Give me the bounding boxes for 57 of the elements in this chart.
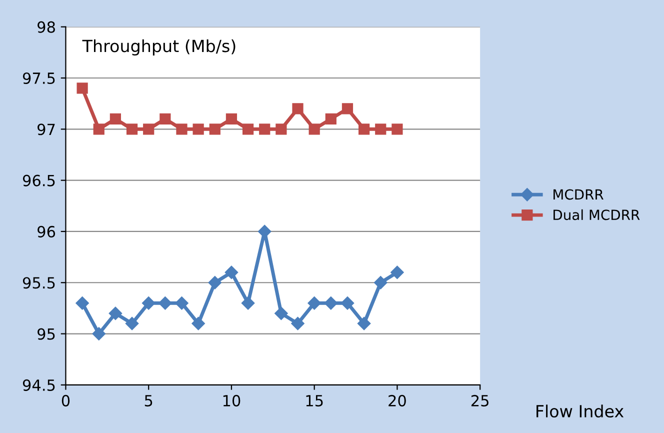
point: [308, 296, 321, 310]
point: [209, 124, 220, 135]
point: [259, 124, 270, 135]
point: [375, 124, 386, 135]
point: [242, 124, 254, 135]
point: [226, 113, 238, 124]
y-tick-label: 95: [38, 328, 55, 340]
x-tick-label: 5: [144, 395, 152, 406]
point: [276, 124, 287, 135]
point: [176, 124, 188, 135]
point: [274, 306, 288, 320]
point: [241, 296, 255, 310]
y-tick-label: 94.5: [22, 379, 55, 391]
point: [324, 296, 338, 310]
y-tick-label: 97.5: [22, 72, 55, 84]
point: [342, 103, 354, 114]
x-axis-title: Flow Index: [536, 404, 624, 418]
point: [125, 316, 139, 330]
point: [108, 306, 122, 320]
point: [142, 296, 156, 310]
point: [158, 296, 172, 310]
point: [76, 296, 89, 310]
point: [357, 316, 371, 330]
point: [358, 124, 370, 135]
point: [392, 124, 403, 135]
point: [92, 327, 106, 340]
point: [291, 316, 304, 330]
x-tick-label: 25: [471, 394, 488, 406]
legend-label: Dual MCDRR: [554, 209, 640, 220]
point: [292, 103, 304, 114]
point: [175, 296, 188, 310]
point: [390, 266, 404, 279]
point: [208, 276, 222, 290]
point: [143, 124, 154, 135]
point: [192, 316, 205, 330]
x-tick-label: 10: [223, 394, 240, 406]
point: [93, 124, 104, 135]
point: [160, 113, 171, 124]
point: [224, 266, 238, 279]
point: [374, 276, 388, 290]
point: [340, 296, 354, 310]
x-tick-label: 20: [388, 394, 406, 406]
legend-label: MCDRR: [554, 189, 604, 200]
y-tick-label: 96.5: [22, 174, 55, 186]
x-tick-label: 15: [306, 395, 323, 406]
point: [308, 124, 320, 135]
y-tick-label: 96: [38, 226, 56, 238]
point: [110, 113, 122, 124]
y-tick-label: 95.5: [22, 277, 55, 289]
x-tick-label: 0: [62, 394, 70, 406]
point: [126, 124, 138, 135]
y-tick-label: 97: [38, 124, 55, 136]
point: [192, 124, 204, 135]
point: [76, 82, 88, 94]
point: [325, 113, 336, 124]
y-tick-label: 98: [38, 21, 55, 33]
text: Throughput (Mb/s): [82, 39, 236, 56]
